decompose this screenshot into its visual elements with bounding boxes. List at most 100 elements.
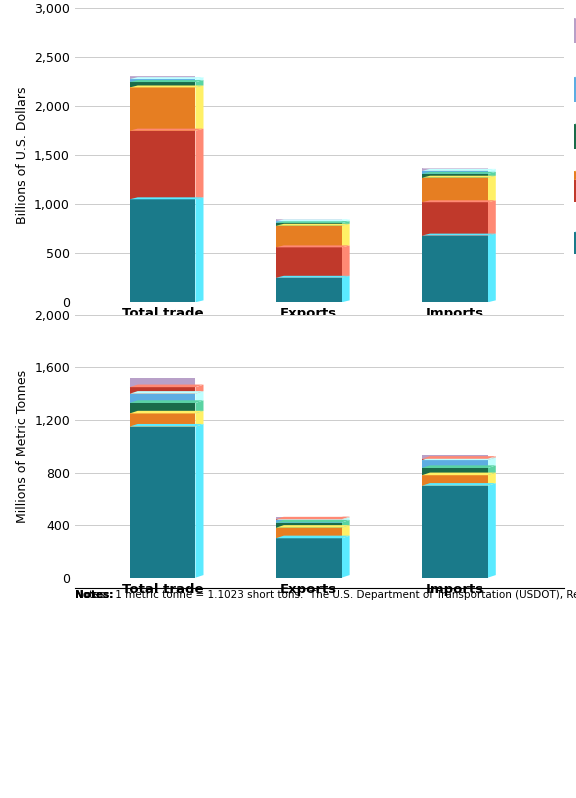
Polygon shape (195, 391, 203, 403)
Polygon shape (130, 391, 203, 393)
FancyBboxPatch shape (574, 232, 576, 255)
Polygon shape (574, 120, 576, 124)
Bar (130, 427, 195, 578)
Polygon shape (574, 176, 576, 180)
Polygon shape (342, 217, 350, 221)
Polygon shape (195, 411, 203, 427)
Polygon shape (422, 172, 496, 174)
Polygon shape (130, 375, 203, 378)
Polygon shape (422, 234, 496, 235)
Polygon shape (195, 74, 203, 79)
Polygon shape (276, 223, 350, 226)
Polygon shape (422, 169, 496, 171)
Polygon shape (276, 221, 350, 223)
FancyBboxPatch shape (574, 124, 576, 149)
Bar (276, 226, 342, 247)
Polygon shape (130, 77, 203, 79)
Bar (276, 519, 342, 523)
Bar (276, 527, 342, 539)
Polygon shape (130, 74, 203, 76)
Polygon shape (276, 516, 350, 519)
Polygon shape (276, 246, 350, 247)
Y-axis label: Billions of U.S. Dollars: Billions of U.S. Dollars (16, 86, 29, 224)
FancyBboxPatch shape (574, 180, 576, 202)
Polygon shape (342, 525, 350, 539)
Bar (422, 171, 488, 174)
Polygon shape (488, 169, 496, 174)
Bar (422, 202, 488, 235)
Polygon shape (488, 167, 496, 171)
Polygon shape (488, 200, 496, 235)
Polygon shape (276, 219, 350, 221)
Bar (422, 235, 488, 302)
Bar (422, 168, 488, 171)
Bar (422, 460, 488, 468)
Polygon shape (130, 80, 203, 82)
Polygon shape (422, 167, 496, 168)
Polygon shape (276, 276, 350, 278)
Polygon shape (342, 221, 350, 226)
Polygon shape (422, 472, 496, 475)
Polygon shape (276, 517, 350, 519)
Bar (130, 393, 195, 403)
Polygon shape (422, 465, 496, 468)
Bar (276, 278, 342, 302)
Polygon shape (195, 128, 203, 200)
Polygon shape (130, 197, 203, 200)
Polygon shape (195, 77, 203, 82)
Bar (130, 79, 195, 82)
Y-axis label: Millions of Metric Tonnes: Millions of Metric Tonnes (16, 369, 29, 523)
Bar (276, 223, 342, 226)
Bar (422, 174, 488, 178)
Polygon shape (195, 401, 203, 413)
Bar (422, 178, 488, 202)
Polygon shape (130, 424, 203, 427)
Bar (130, 88, 195, 131)
Polygon shape (130, 401, 203, 403)
Polygon shape (422, 200, 496, 202)
Polygon shape (195, 385, 203, 393)
Bar (422, 455, 488, 459)
Polygon shape (195, 80, 203, 88)
Bar (276, 247, 342, 278)
Polygon shape (488, 483, 496, 578)
Polygon shape (574, 73, 576, 77)
Bar (130, 131, 195, 200)
FancyBboxPatch shape (574, 77, 576, 102)
Polygon shape (342, 516, 350, 519)
Polygon shape (342, 276, 350, 302)
Bar (276, 516, 342, 519)
Text: Notes:: Notes: (75, 591, 113, 600)
Polygon shape (130, 385, 203, 387)
Polygon shape (342, 514, 350, 519)
Bar (130, 387, 195, 393)
Polygon shape (488, 452, 496, 459)
Polygon shape (276, 519, 350, 523)
Polygon shape (422, 456, 496, 459)
Bar (130, 76, 195, 79)
Polygon shape (342, 519, 350, 527)
Bar (422, 459, 488, 460)
Polygon shape (276, 514, 350, 516)
Bar (422, 475, 488, 486)
Polygon shape (276, 525, 350, 527)
Bar (276, 523, 342, 527)
Text: Notes:  1 metric tonne = 1.1023 short tons.  The U.S. Department of Transportati: Notes: 1 metric tonne = 1.1023 short ton… (0, 797, 1, 798)
Polygon shape (342, 219, 350, 223)
Bar (130, 82, 195, 88)
Polygon shape (342, 246, 350, 278)
Text: Notes:: Notes: (75, 591, 113, 600)
Text: Notes:  1 metric tonne = 1.1023 short tons.  The U.S. Department of Transportati: Notes: 1 metric tonne = 1.1023 short ton… (75, 591, 576, 600)
Polygon shape (574, 228, 576, 232)
FancyBboxPatch shape (574, 172, 576, 196)
Polygon shape (488, 457, 496, 468)
Polygon shape (342, 535, 350, 578)
Bar (422, 486, 488, 578)
Bar (422, 468, 488, 475)
Polygon shape (130, 128, 203, 131)
Bar (130, 403, 195, 413)
Polygon shape (574, 14, 576, 18)
Polygon shape (488, 234, 496, 302)
Polygon shape (195, 197, 203, 302)
Polygon shape (574, 167, 576, 172)
